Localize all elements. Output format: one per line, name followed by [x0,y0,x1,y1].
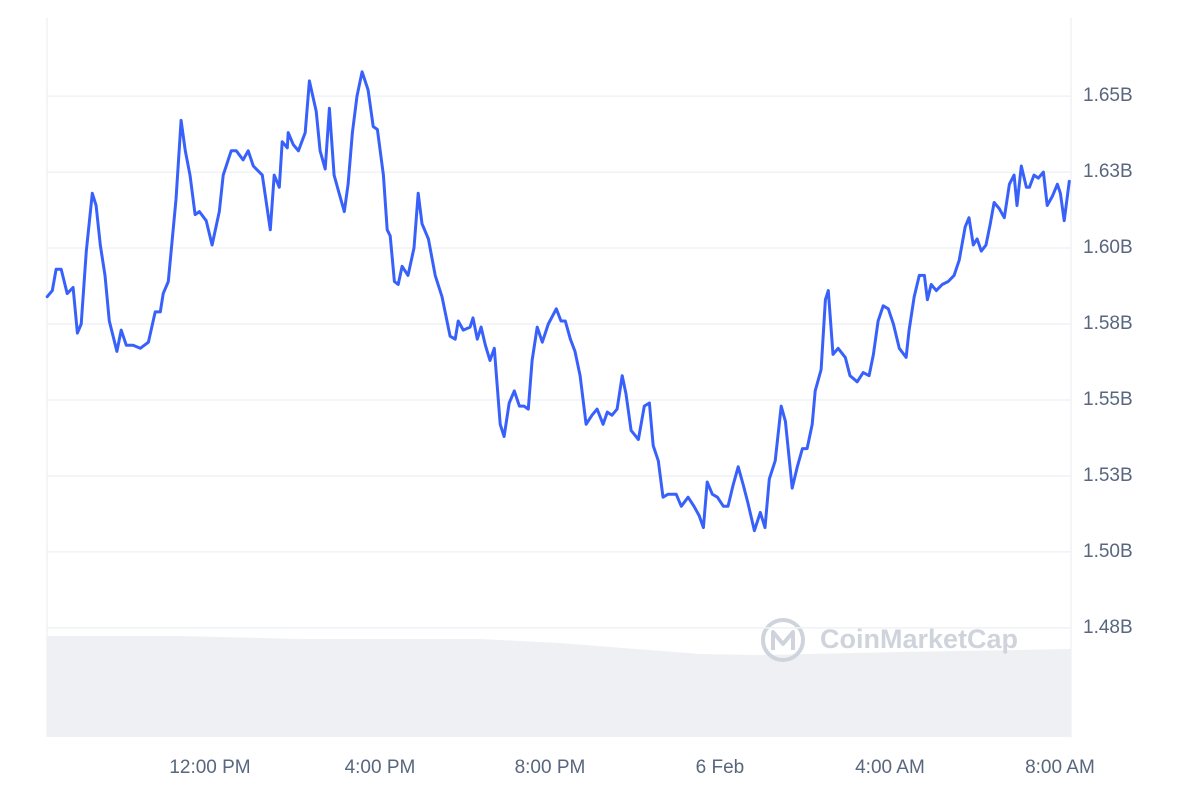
y-tick-label: 1.50B [1083,541,1133,562]
x-tick-label: 6 Feb [696,757,745,778]
price-line [45,70,1071,533]
y-tick-label: 1.53B [1083,465,1133,486]
watermark-text: CoinMarketCap [820,624,1018,654]
x-tick-label: 4:00 AM [855,757,925,778]
watermark-logo [761,618,805,662]
x-tick-label: 4:00 PM [345,757,416,778]
y-tick-label: 1.60B [1083,237,1133,258]
watermark-logo-m [771,630,795,650]
y-tick-label: 1.65B [1083,85,1133,106]
volume-area [47,636,1071,737]
y-tick-label: 1.58B [1083,313,1133,334]
watermark: CoinMarketCap [761,618,1018,662]
x-tick-label: 8:00 AM [1025,757,1095,778]
y-tick-label: 1.48B [1083,617,1133,638]
y-tick-label: 1.63B [1083,161,1133,182]
y-tick-label: 1.55B [1083,389,1133,410]
x-tick-label: 8:00 PM [515,757,586,778]
x-tick-label: 12:00 PM [169,757,250,778]
